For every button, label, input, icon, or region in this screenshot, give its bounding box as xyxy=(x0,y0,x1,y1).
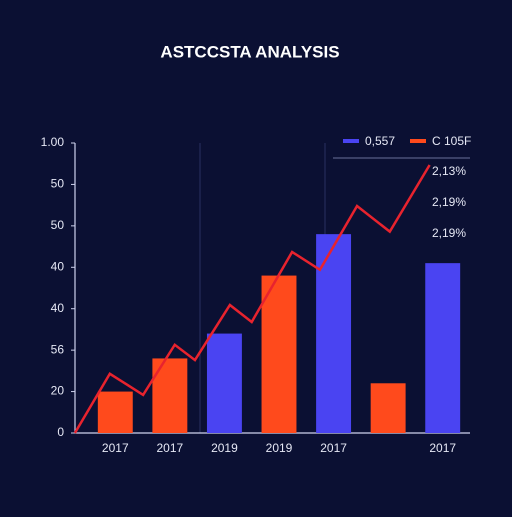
legend-label: 0,557 xyxy=(365,134,395,148)
bar xyxy=(370,383,406,433)
x-tick-label: 2019 xyxy=(211,441,238,455)
bar xyxy=(316,234,352,433)
y-tick-label: 0 xyxy=(57,425,64,439)
x-tick-label: 2017 xyxy=(102,441,129,455)
x-tick-label: 2019 xyxy=(266,441,293,455)
bar xyxy=(206,333,242,433)
annotation: 2,19% xyxy=(432,195,466,209)
y-tick-label: 50 xyxy=(51,177,65,191)
y-tick-label: 20 xyxy=(51,384,65,398)
y-tick-label: 40 xyxy=(51,301,65,315)
y-tick-label: 56 xyxy=(51,342,65,356)
annotation: 2,19% xyxy=(432,226,466,240)
y-tick-label: 50 xyxy=(51,218,65,232)
legend-swatch xyxy=(410,139,426,143)
x-tick-label: 2017 xyxy=(429,441,456,455)
legend-label: C 105F xyxy=(432,134,471,148)
legend-swatch xyxy=(343,139,359,143)
bar xyxy=(261,275,297,433)
annotation: 2,13% xyxy=(432,164,466,178)
y-tick-label: 40 xyxy=(51,259,65,273)
trend-line xyxy=(73,164,431,434)
x-tick-label: 2017 xyxy=(320,441,347,455)
x-tick-label: 2017 xyxy=(157,441,184,455)
bar xyxy=(97,391,133,433)
bar xyxy=(425,263,461,433)
y-tick-label: 1.00 xyxy=(41,135,65,149)
chart-title: ASTCCSTA ANALYSIS xyxy=(160,42,339,61)
